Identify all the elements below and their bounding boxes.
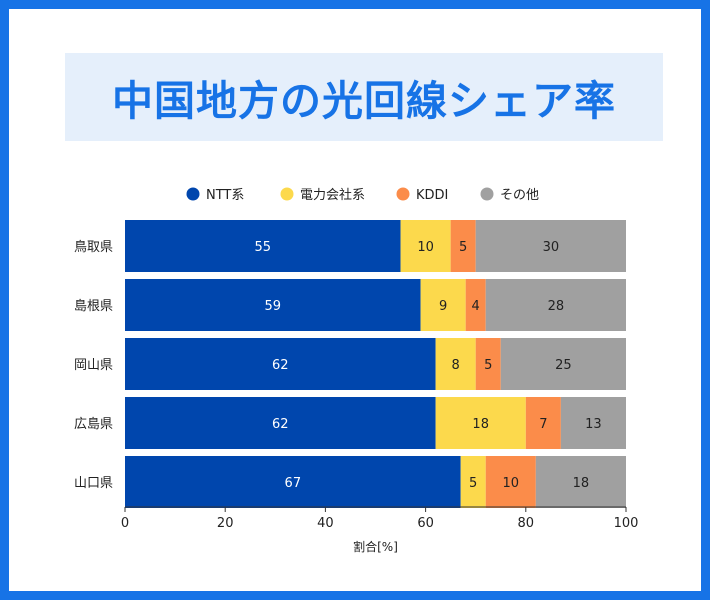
chart-title: 中国地方の光回線シェア率 <box>112 77 616 125</box>
bar-value-label-0-3: 30 <box>543 240 560 255</box>
bar-segment-0-0 <box>125 220 401 272</box>
bar-value-label-2-3: 25 <box>555 358 572 373</box>
bar-value-label-3-1: 18 <box>472 417 489 432</box>
bar-segment-1-2 <box>465 279 486 331</box>
bar-segment-0-3 <box>475 220 626 272</box>
bar-value-label-3-2: 7 <box>539 417 547 432</box>
bar-value-label-4-3: 18 <box>573 476 590 491</box>
legend-label-3: その他 <box>500 188 539 203</box>
legend-label-0: NTT系 <box>206 188 244 203</box>
bar-value-label-2-2: 5 <box>484 358 492 373</box>
bar-value-label-3-3: 13 <box>585 417 602 432</box>
bar-segment-3-3 <box>560 397 626 449</box>
bar-segment-4-3 <box>535 456 626 508</box>
category-label-0: 鳥取県 <box>74 240 113 255</box>
category-label-1: 島根県 <box>74 299 113 314</box>
bar-segment-2-2 <box>475 338 501 390</box>
bar-value-label-0-1: 10 <box>417 240 434 255</box>
bar-value-label-1-1: 9 <box>439 299 447 314</box>
legend-marker-2 <box>396 187 410 201</box>
x-tick-label-4: 80 <box>518 516 535 531</box>
bar-segment-1-1 <box>420 279 466 331</box>
category-label-2: 岡山県 <box>74 358 113 373</box>
bar-value-label-2-0: 62 <box>272 358 289 373</box>
bar-value-label-0-0: 55 <box>255 240 272 255</box>
x-axis: 0 20 40 60 80 100 割合[%] <box>121 506 639 554</box>
x-tick-label-1: 20 <box>217 516 234 531</box>
bar-value-label-4-1: 5 <box>469 476 477 491</box>
category-label-4: 山口県 <box>74 476 113 491</box>
bar-segment-3-0 <box>125 397 436 449</box>
x-axis-title: 割合[%] <box>353 539 398 554</box>
bar-segment-2-1 <box>435 338 476 390</box>
bar-segment-2-0 <box>125 338 436 390</box>
bar-value-label-1-0: 59 <box>265 299 282 314</box>
title-banner: 中国地方の光回線シェア率 <box>65 53 663 141</box>
bar-value-label-1-3: 28 <box>548 299 565 314</box>
bar-segment-2-3 <box>500 338 626 390</box>
bar-value-label-4-2: 10 <box>502 476 519 491</box>
bar-value-label-0-2: 5 <box>459 240 467 255</box>
bar-value-label-1-2: 4 <box>472 299 480 314</box>
bar-segment-4-2 <box>485 456 536 508</box>
bar-segment-1-0 <box>125 279 421 331</box>
bar-segment-3-1 <box>435 397 526 449</box>
bar-value-label-2-1: 8 <box>452 358 460 373</box>
category-label-3: 広島県 <box>74 417 113 432</box>
legend-marker-1 <box>280 187 294 201</box>
bar-value-label-4-0: 67 <box>285 476 302 491</box>
bar-segment-3-2 <box>525 397 561 449</box>
x-tick-label-5: 100 <box>614 516 639 531</box>
x-tick-label-3: 60 <box>417 516 434 531</box>
bar-segment-4-0 <box>125 456 461 508</box>
bar-segment-0-2 <box>450 220 476 272</box>
legend: NTT系 電力会社系 KDDI その他 <box>186 187 539 203</box>
x-tick-label-0: 0 <box>121 516 129 531</box>
legend-label-1: 電力会社系 <box>300 187 365 203</box>
x-tick-label-2: 40 <box>317 516 334 531</box>
bar-segment-1-3 <box>485 279 626 331</box>
legend-label-2: KDDI <box>416 188 448 203</box>
bar-segment-0-1 <box>400 220 451 272</box>
legend-marker-3 <box>480 187 494 201</box>
bar-segment-4-1 <box>460 456 486 508</box>
plot-area: 鳥取県 55 10 5 30 島根県 59 9 4 28 岡山県 62 8 5 25 広島県 62 18 7 13 山口… <box>74 220 626 508</box>
legend-marker-0 <box>186 187 200 201</box>
bar-value-label-3-0: 62 <box>272 417 289 432</box>
